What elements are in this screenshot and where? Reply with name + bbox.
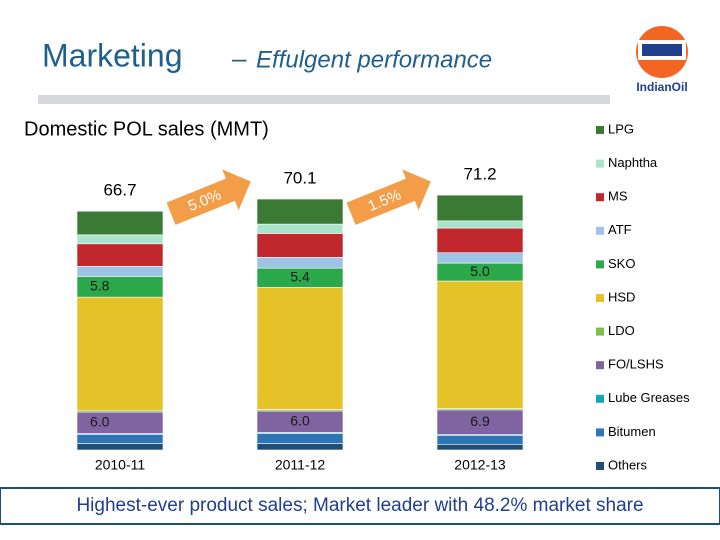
logo-text: IndianOil — [636, 80, 687, 94]
bar-segment — [76, 243, 164, 267]
bar-segment — [256, 198, 344, 225]
arrow-shape — [346, 169, 431, 225]
bar-segment — [256, 433, 344, 444]
legend-label: ATF — [608, 222, 632, 237]
title-rule — [38, 95, 610, 104]
data-label: 5.4 — [290, 269, 310, 285]
bar-segment — [256, 287, 344, 410]
legend-label: MS — [608, 189, 628, 204]
legend-label: Others — [608, 457, 648, 472]
legend-label: LDO — [608, 323, 635, 338]
legend-swatch — [596, 428, 604, 437]
legend-swatch — [596, 159, 604, 168]
logo: IndianOil — [636, 26, 688, 94]
logo-mark — [642, 44, 682, 56]
total-label: 70.1 — [283, 169, 316, 188]
legend-swatch — [596, 361, 604, 370]
bar-segment — [76, 296, 164, 411]
legend-label: Lube Greases — [608, 390, 690, 405]
legend-swatch — [596, 327, 604, 336]
title-sub: Effulgent performance — [256, 46, 492, 73]
bar-segment — [436, 443, 524, 451]
data-label: 6.0 — [290, 412, 310, 428]
legend-label: Bitumen — [608, 424, 656, 439]
bar-segment — [256, 257, 344, 269]
x-tick-label: 2011-12 — [275, 457, 326, 473]
footer-box — [0, 487, 720, 525]
data-label: 5.8 — [90, 277, 110, 293]
bar-segment — [436, 435, 524, 445]
legend-swatch — [596, 294, 604, 302]
legend-label: SKO — [608, 256, 635, 271]
x-tick-label: 2012-13 — [454, 457, 506, 473]
legend-swatch — [596, 462, 604, 470]
bar-segment — [76, 210, 164, 236]
legend-label: Naphtha — [608, 155, 658, 170]
title-main: Marketing — [42, 37, 183, 73]
bar-segment — [256, 223, 344, 234]
bar-segment — [76, 234, 164, 245]
bar-segment — [436, 227, 524, 254]
bar-segment — [436, 252, 524, 264]
bar-segment — [256, 233, 344, 258]
bar-segment — [76, 434, 164, 444]
legend-swatch — [596, 394, 604, 403]
bar-segment — [76, 266, 164, 277]
legend-label: FO/LSHS — [608, 357, 664, 372]
bar-segment — [436, 409, 524, 435]
bar-segment — [436, 194, 524, 222]
footer-text: Highest-ever product sales; Market leade… — [76, 495, 643, 516]
data-label: 6.0 — [90, 413, 110, 429]
arrow-shape — [166, 169, 251, 225]
legend-swatch — [596, 126, 604, 134]
x-tick-label: 2010-11 — [95, 457, 146, 473]
data-label: 5.0 — [470, 263, 490, 279]
bar-segment — [76, 443, 164, 451]
legend-label: LPG — [608, 121, 634, 136]
legend-label: HSD — [608, 289, 635, 304]
bar-segment — [436, 280, 524, 409]
chart-title: Domestic POL sales (MMT) — [24, 118, 269, 140]
bar-segment — [256, 443, 344, 451]
legend-swatch — [596, 260, 604, 269]
legend-swatch — [596, 193, 604, 202]
legend-swatch — [596, 226, 604, 235]
data-label: 6.9 — [470, 413, 490, 429]
total-label: 66.7 — [103, 181, 136, 200]
title-dash: – — [232, 43, 247, 73]
total-label: 71.2 — [463, 165, 496, 184]
bar-segment — [436, 220, 524, 229]
